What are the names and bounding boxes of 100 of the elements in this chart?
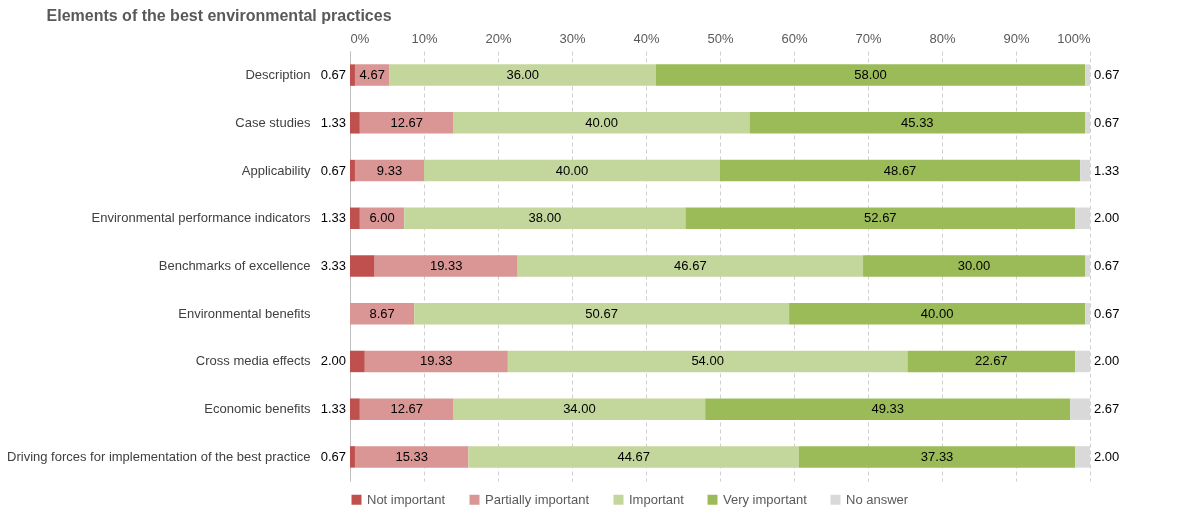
data-label: 44.67: [617, 448, 650, 464]
bar: [359, 398, 454, 420]
x-tick-label: 40%: [633, 30, 660, 46]
bar: [414, 302, 790, 325]
bar: [404, 207, 686, 230]
data-label: 38.00: [528, 210, 562, 226]
legend-label: No answer: [846, 491, 909, 507]
y-tick-label: Benchmarks of excellence: [158, 258, 311, 273]
data-label: 40.00: [920, 305, 954, 321]
bar: [655, 64, 1086, 86]
bar: [350, 207, 360, 230]
bar: [350, 350, 365, 373]
data-label: 2.67: [1094, 401, 1120, 417]
y-tick-label: Environmental performance indicators: [91, 210, 311, 226]
bar: [350, 112, 360, 134]
bar: [863, 255, 1086, 277]
y-tick-label: Cross media effects: [195, 353, 311, 369]
legend-label: Very important: [723, 491, 808, 507]
data-label: 50.67: [585, 305, 618, 321]
bar: [507, 350, 908, 373]
x-tick-label: 0%: [350, 30, 370, 46]
data-label: 19.33: [429, 258, 463, 273]
data-label: 0.67: [1094, 67, 1120, 83]
bar: [453, 398, 706, 420]
data-label: 37.33: [920, 448, 954, 464]
x-tick-label: 50%: [707, 30, 734, 46]
data-label: 0.67: [320, 448, 346, 464]
legend-label: Partially important: [485, 491, 590, 507]
data-label: 0.67: [1094, 258, 1120, 273]
bar: [364, 350, 508, 373]
bar: [374, 255, 518, 277]
data-label: 0.67: [1094, 305, 1120, 321]
bar: [350, 64, 355, 86]
data-label: 1.33: [320, 210, 346, 226]
bar: [424, 159, 720, 182]
y-tick-label: Applicability: [241, 162, 311, 178]
data-label: 34.00: [563, 401, 596, 417]
data-label: 40.00: [555, 162, 589, 178]
data-label: 58.00: [854, 67, 887, 83]
data-label: 22.67: [975, 353, 1008, 369]
data-label: 12.67: [390, 401, 423, 417]
data-label: 40.00: [585, 114, 618, 130]
y-tick-label: Description: [245, 67, 311, 83]
bar: [350, 159, 355, 182]
bar: [705, 398, 1071, 420]
bar: [468, 446, 799, 468]
bar: [798, 446, 1076, 468]
x-tick-label: 70%: [855, 30, 882, 46]
bar: [350, 255, 375, 277]
data-label: 30.00: [957, 258, 991, 273]
bar: [685, 207, 1076, 230]
data-label: 12.67: [390, 114, 423, 130]
data-label: 9.33: [376, 162, 403, 178]
bar: [350, 446, 355, 468]
x-tick-label: 10%: [411, 30, 438, 46]
data-label: 48.67: [883, 162, 917, 178]
bar: [749, 112, 1086, 134]
text: Elements of the best environmental practices: [46, 7, 392, 24]
data-label: 0.67: [320, 162, 346, 178]
data-label: 2.00: [1094, 353, 1120, 369]
bar: [453, 112, 750, 134]
legend-label: Important: [629, 491, 685, 507]
data-label: 1.33: [1094, 162, 1120, 178]
bar: [907, 350, 1076, 373]
data-label: 1.33: [320, 114, 346, 130]
data-label: 15.33: [395, 448, 428, 464]
data-label: 3.33: [320, 258, 346, 273]
data-label: 49.33: [871, 401, 904, 417]
y-tick-label: Driving forces for implementation of the best practice: [7, 448, 311, 464]
data-label: 19.33: [420, 353, 453, 369]
data-label: 54.00: [691, 353, 724, 369]
legend-label: Not important: [367, 491, 446, 507]
bar: [359, 112, 454, 134]
data-label: 36.00: [506, 67, 539, 83]
data-label: 2.00: [1094, 448, 1120, 464]
x-tick-label: 20%: [485, 30, 512, 46]
y-tick-label: Case studies: [235, 114, 311, 130]
bar: [720, 159, 1081, 182]
bar: [517, 255, 864, 277]
data-label: 46.67: [674, 258, 707, 273]
data-label: 2.00: [320, 353, 346, 369]
x-tick-label: 60%: [781, 30, 808, 46]
y-tick-label: Environmental benefits: [178, 305, 311, 321]
x-tick-label: 30%: [559, 30, 586, 46]
bar: [350, 398, 360, 420]
y-tick-label: Economic benefits: [204, 401, 311, 417]
x-tick-label: 80%: [929, 30, 956, 46]
data-label: 8.67: [369, 305, 395, 321]
data-label: 0.67: [320, 67, 346, 83]
x-tick-label: 90%: [1003, 30, 1030, 46]
data-label: 4.67: [359, 67, 385, 83]
x-tick-label: 100%: [1057, 30, 1091, 46]
data-label: 0.67: [1094, 114, 1120, 130]
data-label: 45.33: [901, 114, 934, 130]
bar: [354, 446, 469, 468]
data-label: 1.33: [320, 401, 346, 417]
bar: [789, 302, 1086, 325]
data-label: 2.00: [1094, 210, 1120, 226]
bar: [389, 64, 656, 86]
data-label: 52.67: [864, 210, 897, 226]
